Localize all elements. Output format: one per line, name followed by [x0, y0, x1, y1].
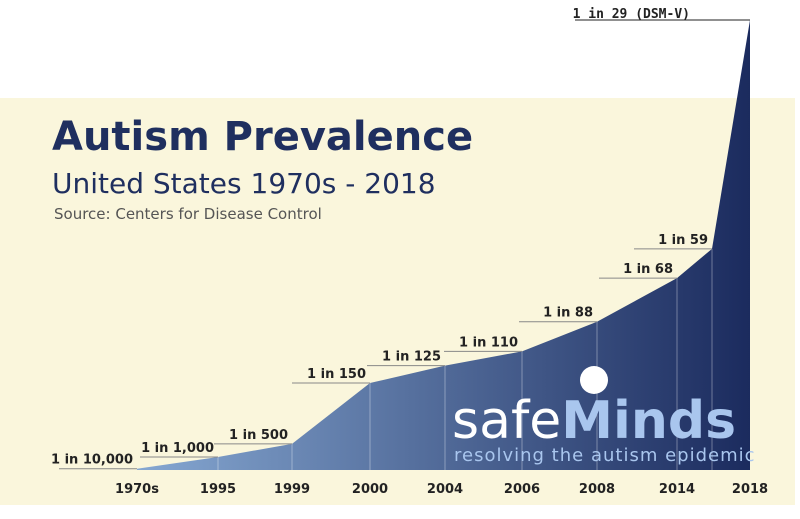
chart-title: Autism Prevalence	[52, 114, 473, 160]
value-label: 1 in 110	[459, 335, 518, 350]
value-label: 1 in 150	[307, 367, 366, 382]
value-label: 1 in 29 (DSM-V)	[573, 7, 690, 22]
value-label: 1 in 68	[623, 262, 673, 277]
x-tick-label: 2008	[579, 482, 615, 497]
x-tick-label: 1995	[200, 482, 236, 497]
x-tick-label: 2014	[659, 482, 695, 497]
x-tick-label: 2004	[427, 482, 463, 497]
area	[137, 20, 750, 470]
logo-safe: safe	[452, 391, 561, 451]
logo-dot	[580, 366, 608, 394]
value-label: 1 in 59	[658, 233, 708, 248]
value-label: 1 in 125	[382, 350, 441, 365]
value-label: 1 in 500	[229, 428, 288, 443]
x-tick-label: 1970s	[115, 482, 159, 497]
plot-area: 1 in 10,000 1970s 1 in 1,000 1995 1 in 500 19…	[51, 7, 768, 497]
x-tick-label: 2018	[732, 482, 768, 497]
value-label: 1 in 10,000	[51, 453, 133, 468]
logo: safeMinds resolving the autism epidemic	[452, 366, 756, 466]
logo-tagline: resolving the autism epidemic	[454, 445, 756, 466]
logo-wordmark: safeMinds	[452, 391, 736, 451]
x-tick-label: 2000	[352, 482, 388, 497]
value-label: 1 in 88	[543, 306, 593, 321]
x-tick-label: 1999	[274, 482, 310, 497]
chart-subtitle: United States 1970s - 2018	[52, 167, 436, 200]
value-label: 1 in 1,000	[141, 441, 214, 456]
x-tick-label: 2006	[504, 482, 540, 497]
source-note: Source: Centers for Disease Control	[54, 205, 322, 223]
logo-minds: Minds	[561, 391, 736, 451]
